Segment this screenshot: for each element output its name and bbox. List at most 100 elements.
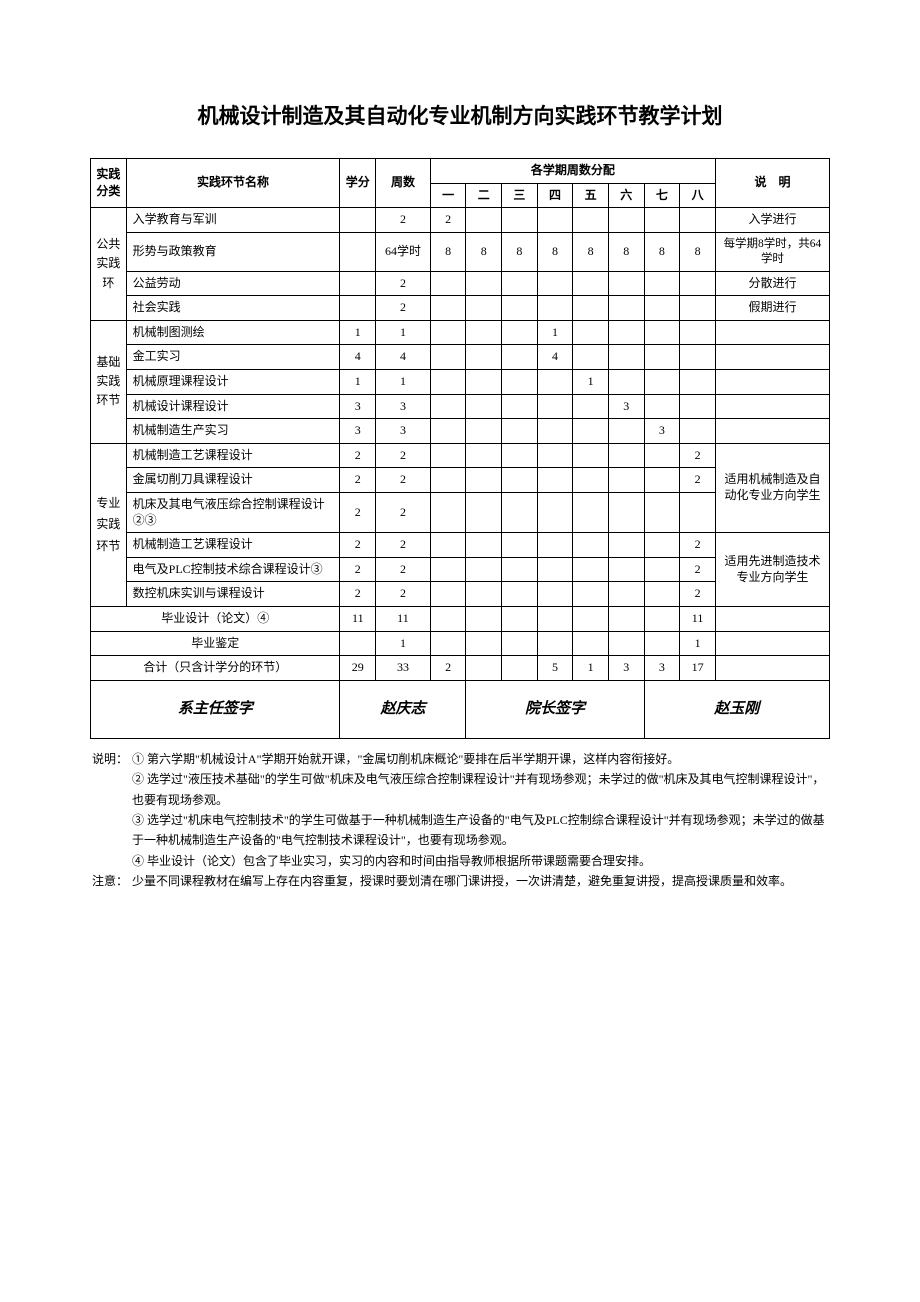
cell-sem: 2: [430, 208, 466, 233]
table-row: 合计（只含计学分的环节） 29 33 2513317: [91, 656, 830, 681]
cell-weeks: 2: [376, 208, 431, 233]
cell-weeks: 2: [376, 296, 431, 321]
cell-credit: [340, 208, 376, 233]
header-row-1: 实践分类 实践环节名称 学分 周数 各学期周数分配 说 明: [91, 159, 830, 184]
cell-weeks: 2: [376, 271, 431, 296]
cell-sem: [573, 208, 609, 233]
cell-credit: [340, 296, 376, 321]
dept-head-label: 系主任签字: [91, 680, 340, 738]
dean-name: 赵玉刚: [644, 680, 829, 738]
cell-note-group: 适用机械制造及自动化专业方向学生: [715, 443, 829, 532]
group-label: 公共实践环: [91, 208, 127, 321]
note-item: ③ 选学过"机床电气控制技术"的学生可做基于一种机械制造生产设备的"电气及PLC…: [132, 810, 830, 851]
dean-label: 院长签字: [466, 680, 644, 738]
th-sem-6: 六: [608, 183, 644, 208]
th-sem-7: 七: [644, 183, 680, 208]
table-row: 专业实践环节 机械制造工艺课程设计 2 2 2 适用机械制造及自动化专业方向学生: [91, 443, 830, 468]
cell-note: 入学进行: [715, 208, 829, 233]
cell-name: 形势与政策教育: [126, 232, 340, 271]
cell-credit: [340, 271, 376, 296]
page-title: 机械设计制造及其自动化专业机制方向实践环节教学计划: [90, 100, 830, 130]
notes-section: 说明： ① 第六学期"机械设计A"学期开始就开课，"金属切削机床概论"要排在后半…: [90, 749, 830, 892]
cell-name: 入学教育与军训: [126, 208, 340, 233]
cell-sem: [644, 296, 680, 321]
table-row: 毕业鉴定 1 1: [91, 631, 830, 656]
cell-sem: 8: [644, 232, 680, 271]
note-line: 说明： ① 第六学期"机械设计A"学期开始就开课，"金属切削机床概论"要排在后半…: [90, 749, 830, 769]
table-row: 机械制造生产实习 3 3 3: [91, 419, 830, 444]
cell-sem: [573, 296, 609, 321]
cell-sem: 8: [502, 232, 538, 271]
th-name: 实践环节名称: [126, 159, 340, 208]
cell-sem: [537, 271, 573, 296]
note-line: ④ 毕业设计（论文）包含了毕业实习，实习的内容和时间由指导教师根据所带课题需要合…: [90, 851, 830, 871]
th-sem-1: 一: [430, 183, 466, 208]
dept-head-name: 赵庆志: [340, 680, 466, 738]
cell-sem: [608, 296, 644, 321]
table-row: 机械制造工艺课程设计 2 2 2 适用先进制造技术专业方向学生: [91, 533, 830, 558]
cell-sem: [644, 271, 680, 296]
cell-sem: [680, 208, 716, 233]
cell-sem: [608, 208, 644, 233]
table-row: 公共实践环 入学教育与军训 2 2 入学进行: [91, 208, 830, 233]
note-item: ④ 毕业设计（论文）包含了毕业实习，实习的内容和时间由指导教师根据所带课题需要合…: [132, 851, 830, 871]
cell-sem: [466, 208, 502, 233]
note-item: ② 选学过"液压技术基础"的学生可做"机床及电气液压综合控制课程设计"并有现场参…: [132, 769, 830, 810]
cell-sem: 8: [537, 232, 573, 271]
table-row: 社会实践 2 假期进行: [91, 296, 830, 321]
cell-sem: [537, 208, 573, 233]
cell-sem: [466, 296, 502, 321]
table-row: 机械设计课程设计 3 3 3: [91, 394, 830, 419]
cell-sem: 8: [608, 232, 644, 271]
th-dist: 各学期周数分配: [430, 159, 715, 184]
cell-sem: [466, 271, 502, 296]
table-row: 基础实践环节 机械制图测绘 1 1 1: [91, 320, 830, 345]
th-sem-5: 五: [573, 183, 609, 208]
cell-weeks: 64学时: [376, 232, 431, 271]
table-row: 公益劳动 2 分散进行: [91, 271, 830, 296]
cell-sem: [680, 271, 716, 296]
plan-table: 实践分类 实践环节名称 学分 周数 各学期周数分配 说 明 一 二 三 四 五 …: [90, 158, 830, 739]
th-category: 实践分类: [91, 159, 127, 208]
cell-sem: 8: [430, 232, 466, 271]
th-sem-8: 八: [680, 183, 716, 208]
th-weeks: 周数: [376, 159, 431, 208]
cell-sem: [608, 271, 644, 296]
document-page: 机械设计制造及其自动化专业机制方向实践环节教学计划 实践分类 实践环节名称 学分…: [0, 0, 920, 951]
note-line: ② 选学过"液压技术基础"的学生可做"机床及电气液压综合控制课程设计"并有现场参…: [90, 769, 830, 810]
notes-lead: 说明：: [90, 749, 132, 769]
cell-sem: [573, 271, 609, 296]
table-row: 金工实习 4 4 4: [91, 345, 830, 370]
cell-sem: 8: [466, 232, 502, 271]
th-sem-4: 四: [537, 183, 573, 208]
cell-name: 机械制图测绘: [126, 320, 340, 345]
cell-credit: 1: [340, 320, 376, 345]
cell-sem: [430, 296, 466, 321]
signature-row: 系主任签字 赵庆志 院长签字 赵玉刚: [91, 680, 830, 738]
cell-name: 社会实践: [126, 296, 340, 321]
th-sem-3: 三: [502, 183, 538, 208]
cell-name: 公益劳动: [126, 271, 340, 296]
table-row: 机械原理课程设计 1 1 1: [91, 370, 830, 395]
table-row: 形势与政策教育 64学时 8 8 8 8 8 8 8 8 每学期8学时，共64学…: [91, 232, 830, 271]
note-line: ③ 选学过"机床电气控制技术"的学生可做基于一种机械制造生产设备的"电气及PLC…: [90, 810, 830, 851]
cell-note-group: 适用先进制造技术专业方向学生: [715, 533, 829, 607]
cell-sem: 8: [680, 232, 716, 271]
cell-note: 分散进行: [715, 271, 829, 296]
attention-lead: 注意：: [90, 871, 132, 891]
cell-sem: [644, 208, 680, 233]
cell-sem: [430, 271, 466, 296]
table-row: 毕业设计（论文）④ 11 11 11: [91, 606, 830, 631]
attention-line: 注意： 少量不同课程教材在编写上存在内容重复，授课时要划清在哪门课讲授，一次讲清…: [90, 871, 830, 891]
cell-sem: [502, 296, 538, 321]
cell-sem: [502, 208, 538, 233]
group-label: 专业实践环节: [91, 443, 127, 606]
cell-credit: [340, 232, 376, 271]
cell-note: 每学期8学时，共64学时: [715, 232, 829, 271]
th-note: 说 明: [715, 159, 829, 208]
cell-sem: 8: [573, 232, 609, 271]
cell-weeks: 1: [376, 320, 431, 345]
cell-note: 假期进行: [715, 296, 829, 321]
cell-sem: [537, 296, 573, 321]
cell-sem: [680, 296, 716, 321]
